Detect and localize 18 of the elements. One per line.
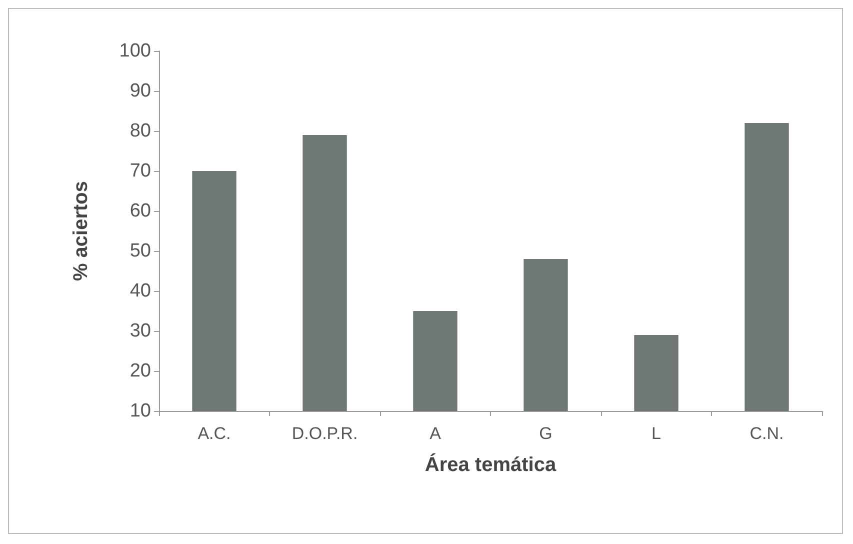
y-tick-label: 20 (130, 360, 151, 382)
y-tick-label: 60 (130, 200, 151, 222)
y-tick-label: 40 (130, 280, 151, 302)
x-tick-label: A (430, 424, 442, 443)
y-tick-label: 100 (119, 40, 151, 62)
y-tick-label: 30 (130, 320, 151, 342)
x-tick-label: L (652, 424, 661, 443)
y-tick-label: 90 (130, 80, 151, 102)
y-tick-label: 70 (130, 160, 151, 182)
y-axis-title: % aciertos (70, 180, 92, 282)
x-tick-label: G (539, 424, 552, 443)
y-tick-label: 50 (130, 240, 151, 262)
y-tick-label: 80 (130, 120, 151, 142)
x-tick-label: D.O.P.R. (292, 424, 358, 443)
x-tick-label: A.C. (198, 424, 231, 443)
x-tick-label: C.N. (750, 424, 784, 443)
y-tick-label: 10 (130, 400, 151, 422)
x-axis-title: Área temática (424, 453, 557, 476)
